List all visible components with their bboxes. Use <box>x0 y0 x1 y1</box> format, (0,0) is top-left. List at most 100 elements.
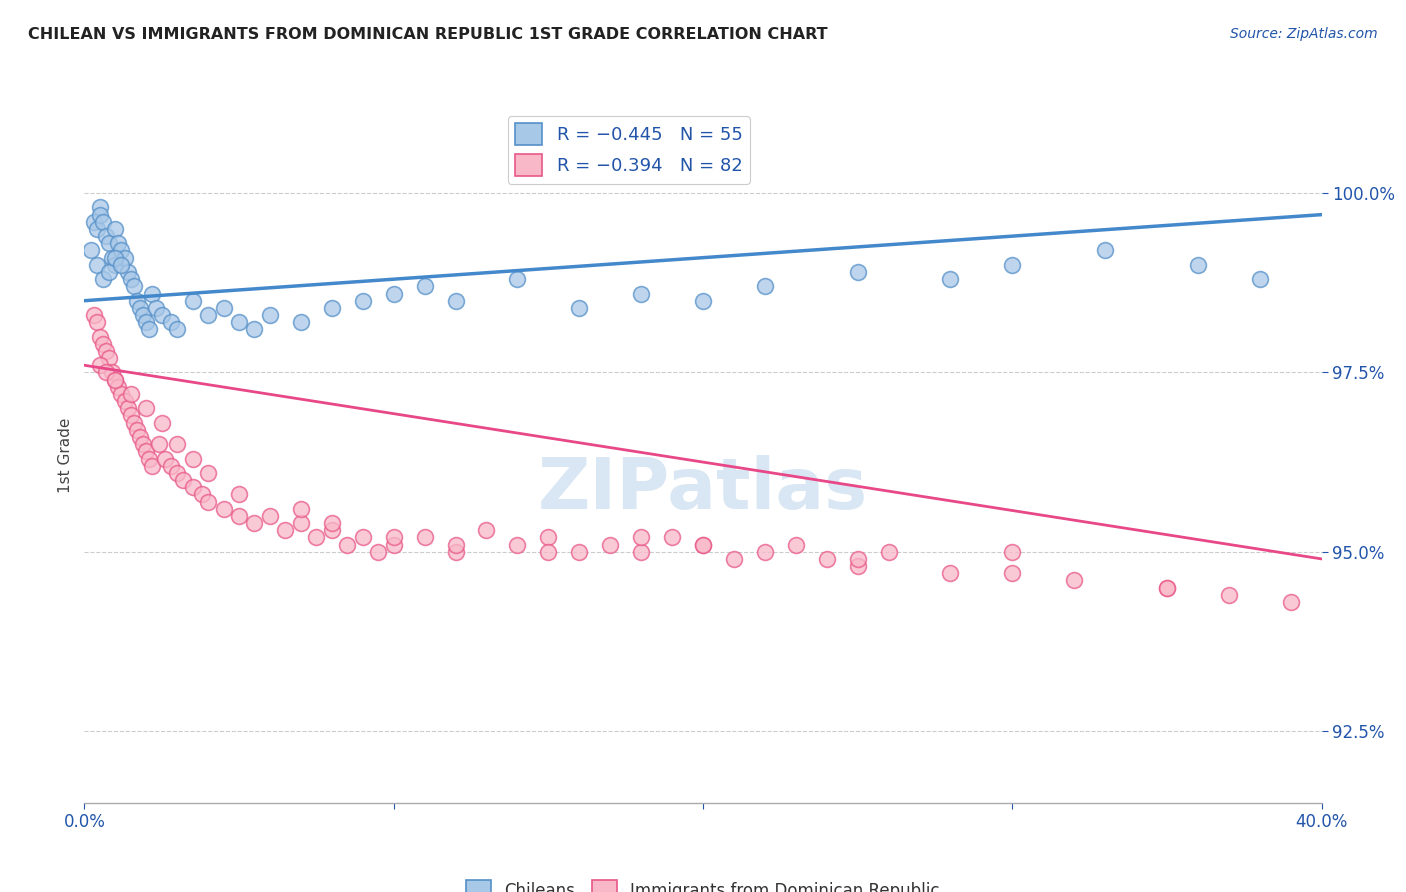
Point <box>352 530 374 544</box>
Point <box>181 293 204 308</box>
Point <box>83 308 105 322</box>
Point <box>1249 272 1271 286</box>
Point <box>212 501 235 516</box>
Point <box>1279 595 1302 609</box>
Point <box>138 451 160 466</box>
Point <box>846 265 869 279</box>
Point <box>877 545 900 559</box>
Point <box>846 559 869 574</box>
Point <box>89 358 111 372</box>
Point <box>138 322 160 336</box>
Point <box>107 380 129 394</box>
Point <box>110 244 132 258</box>
Point <box>692 293 714 308</box>
Point <box>153 451 176 466</box>
Point <box>125 293 148 308</box>
Point <box>148 437 170 451</box>
Point <box>537 530 560 544</box>
Point <box>104 373 127 387</box>
Point <box>352 293 374 308</box>
Point <box>166 437 188 451</box>
Point <box>122 416 145 430</box>
Point <box>290 501 312 516</box>
Point <box>630 545 652 559</box>
Text: CHILEAN VS IMMIGRANTS FROM DOMINICAN REPUBLIC 1ST GRADE CORRELATION CHART: CHILEAN VS IMMIGRANTS FROM DOMINICAN REP… <box>28 27 828 42</box>
Point <box>197 494 219 508</box>
Point <box>336 538 359 552</box>
Point <box>259 508 281 523</box>
Point <box>135 401 157 416</box>
Point <box>79 244 101 258</box>
Point <box>367 545 389 559</box>
Point <box>86 258 108 272</box>
Point <box>568 545 591 559</box>
Point <box>91 215 114 229</box>
Point <box>83 215 105 229</box>
Point <box>160 458 183 473</box>
Point <box>89 329 111 343</box>
Point <box>104 258 127 272</box>
Point <box>1001 545 1024 559</box>
Point <box>444 293 467 308</box>
Point <box>413 279 436 293</box>
Point <box>537 545 560 559</box>
Point <box>630 530 652 544</box>
Point <box>939 566 962 581</box>
Point <box>120 272 142 286</box>
Point <box>212 301 235 315</box>
Point <box>630 286 652 301</box>
Point <box>197 308 219 322</box>
Text: ZIPatlas: ZIPatlas <box>538 455 868 524</box>
Text: Source: ZipAtlas.com: Source: ZipAtlas.com <box>1230 27 1378 41</box>
Point <box>145 301 167 315</box>
Point <box>413 530 436 544</box>
Point <box>1094 244 1116 258</box>
Point <box>166 466 188 480</box>
Point <box>94 343 117 358</box>
Point <box>135 315 157 329</box>
Point <box>191 487 214 501</box>
Point <box>114 251 136 265</box>
Point <box>125 423 148 437</box>
Point <box>110 258 132 272</box>
Point <box>305 530 328 544</box>
Point <box>692 538 714 552</box>
Point <box>132 437 155 451</box>
Point <box>114 394 136 409</box>
Point <box>94 366 117 380</box>
Point <box>290 516 312 530</box>
Point <box>846 552 869 566</box>
Point <box>723 552 745 566</box>
Point <box>321 516 343 530</box>
Point <box>122 279 145 293</box>
Point <box>120 387 142 401</box>
Point <box>274 523 297 537</box>
Point <box>129 430 152 444</box>
Point <box>1156 581 1178 595</box>
Point <box>1001 258 1024 272</box>
Point <box>939 272 962 286</box>
Point <box>1063 574 1085 588</box>
Point <box>815 552 838 566</box>
Point <box>568 301 591 315</box>
Point <box>150 416 173 430</box>
Point <box>475 523 498 537</box>
Point <box>107 236 129 251</box>
Point <box>506 272 529 286</box>
Point <box>181 451 204 466</box>
Point <box>120 409 142 423</box>
Point <box>89 208 111 222</box>
Legend: Chileans, Immigrants from Dominican Republic: Chileans, Immigrants from Dominican Repu… <box>460 874 946 892</box>
Point <box>1001 566 1024 581</box>
Point <box>141 286 163 301</box>
Point <box>86 315 108 329</box>
Y-axis label: 1st Grade: 1st Grade <box>58 417 73 492</box>
Point <box>382 538 405 552</box>
Point <box>110 387 132 401</box>
Point <box>228 487 250 501</box>
Point <box>444 538 467 552</box>
Point <box>94 229 117 244</box>
Point <box>101 251 124 265</box>
Point <box>135 444 157 458</box>
Point <box>132 308 155 322</box>
